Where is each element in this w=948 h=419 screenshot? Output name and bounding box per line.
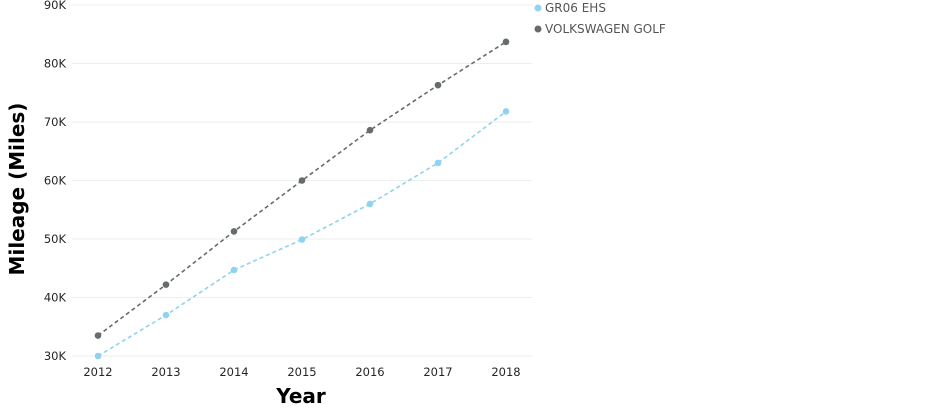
data-point[interactable] (162, 281, 170, 288)
data-point[interactable] (298, 177, 306, 184)
data-point[interactable] (94, 352, 102, 360)
legend-item[interactable]: GR06 EHS (534, 1, 606, 15)
data-point[interactable] (230, 266, 238, 274)
y-tick-label: 60K (44, 174, 67, 188)
data-point[interactable] (502, 108, 510, 115)
data-point[interactable] (366, 200, 374, 208)
y-tick-label: 30K (44, 349, 67, 363)
x-axis-ticks: 2012 2013 2014 2015 2016 2017 2018 (83, 365, 520, 379)
series-group (94, 38, 510, 360)
y-tick-label: 50K (44, 232, 67, 246)
x-tick-label: 2013 (151, 365, 180, 379)
x-tick-label: 2015 (287, 365, 316, 379)
series-line (97, 110, 507, 357)
series-2 (94, 38, 510, 339)
data-point[interactable] (230, 228, 238, 235)
legend-item[interactable]: VOLKSWAGEN GOLF (534, 22, 666, 36)
legend-marker (534, 4, 542, 12)
series-line (97, 41, 507, 337)
data-point[interactable] (502, 38, 510, 46)
legend[interactable]: GR06 EHS VOLKSWAGEN GOLF (534, 1, 666, 36)
series-1 (94, 108, 510, 360)
x-tick-label: 2016 (355, 365, 384, 379)
data-point[interactable] (434, 81, 442, 89)
y-tick-label: 90K (44, 0, 67, 12)
data-point[interactable] (94, 332, 102, 339)
x-axis-title: Year (275, 384, 326, 408)
x-tick-label: 2012 (83, 365, 112, 379)
y-axis-title: Mileage (Miles) (5, 103, 29, 276)
data-point[interactable] (366, 126, 374, 134)
legend-marker (534, 25, 542, 33)
y-tick-label: 80K (44, 57, 67, 71)
y-tick-label: 40K (44, 291, 67, 305)
data-point[interactable] (162, 311, 170, 319)
x-tick-label: 2018 (491, 365, 520, 379)
data-point[interactable] (434, 159, 442, 167)
y-tick-label: 70K (44, 115, 67, 129)
legend-label: GR06 EHS (545, 1, 606, 15)
data-point[interactable] (298, 236, 306, 243)
x-tick-label: 2017 (423, 365, 452, 379)
x-tick-label: 2014 (219, 365, 248, 379)
y-axis-ticks: 30K 40K 50K 60K 70K 80K 90K (44, 0, 67, 363)
legend-label: VOLKSWAGEN GOLF (545, 22, 666, 36)
